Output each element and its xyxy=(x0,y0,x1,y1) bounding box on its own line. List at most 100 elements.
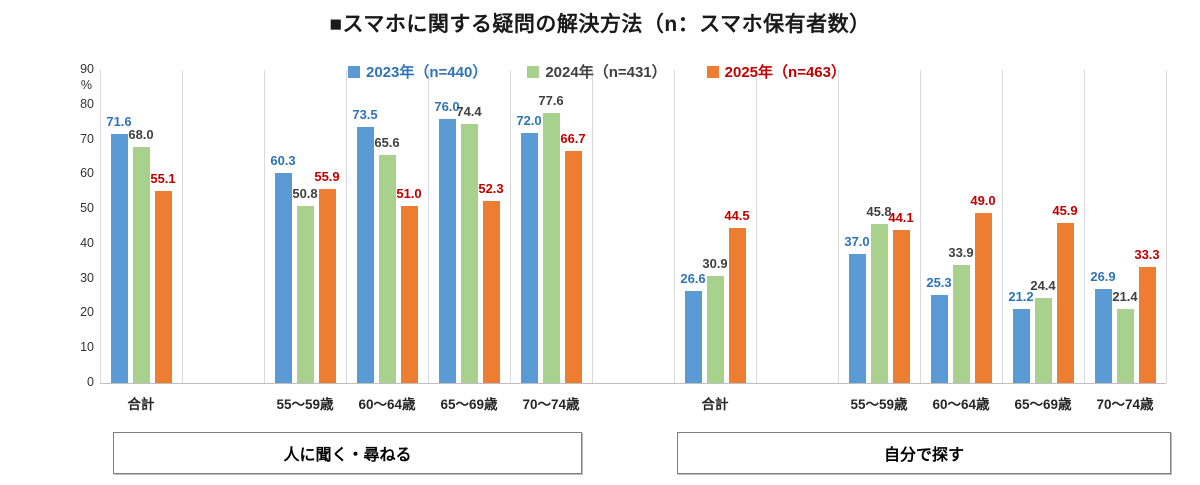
legend-item: 2024年（n=431） xyxy=(527,61,667,82)
y-tick-label: 40 xyxy=(80,236,94,250)
bar-2024年-合計 xyxy=(706,275,724,383)
legend-label: 2024年（n=431） xyxy=(545,64,667,81)
bar-value-label: 21.4 xyxy=(1112,288,1138,304)
bar-2023年-60〜64歳 xyxy=(930,295,948,383)
category-separator-line xyxy=(182,70,183,383)
bar-2025年-65〜69歳 xyxy=(482,201,500,383)
bar-value-label: 26.9 xyxy=(1090,269,1116,285)
bar-2025年-60〜64歳 xyxy=(974,212,992,383)
category-separator-line xyxy=(1166,70,1167,383)
x-tick-label: 70〜74歳 xyxy=(1096,397,1154,412)
y-tick-label: 30 xyxy=(80,271,94,285)
category-separator-line xyxy=(1084,70,1085,383)
category-separator-line xyxy=(920,70,921,383)
bar-2024年-55〜59歳 xyxy=(870,223,888,383)
legend: 2023年（n=440） 2024年（n=431） 2025年（n=463） xyxy=(348,61,846,82)
bar-value-label: 66.7 xyxy=(560,131,586,146)
bar-2024年-55〜59歳 xyxy=(296,206,314,383)
group-box-ask-people: 人に聞く・尋ねる xyxy=(113,432,582,474)
category-separator-line xyxy=(838,70,839,383)
bar-value-label: 72.0 xyxy=(516,112,542,128)
category-separator-line xyxy=(264,70,265,383)
bar-2023年-55〜59歳 xyxy=(848,254,866,383)
bar-2023年-55〜59歳 xyxy=(274,173,292,383)
category-separator-line xyxy=(428,70,429,383)
x-tick-label: 60〜64歳 xyxy=(358,397,416,412)
bar-2025年-合計 xyxy=(728,228,746,383)
category-separator-line xyxy=(756,70,757,383)
y-tick-label: 90 xyxy=(80,62,94,76)
bar-value-label: 37.0 xyxy=(844,234,870,250)
legend-item: 2023年（n=440） xyxy=(348,61,487,82)
bar-value-label: 77.6 xyxy=(538,93,564,109)
bar-2023年-70〜74歳 xyxy=(520,132,538,383)
bar-2025年-55〜59歳 xyxy=(318,188,336,383)
bar-2024年-合計 xyxy=(132,146,150,383)
bar-2025年-合計 xyxy=(154,191,172,383)
y-tick-label: 0 xyxy=(87,375,94,389)
y-tick-label: 60 xyxy=(80,166,94,180)
bar-value-label: 25.3 xyxy=(926,275,952,290)
category-separator-line xyxy=(1002,70,1003,383)
x-tick-label: 55〜59歳 xyxy=(276,397,334,412)
bar-2024年-60〜64歳 xyxy=(952,265,970,383)
x-tick-label: 55〜59歳 xyxy=(850,397,908,412)
x-axis-line xyxy=(100,383,1166,384)
y-tick-label: 20 xyxy=(80,305,94,319)
bar-value-label: 60.3 xyxy=(270,153,296,169)
y-tick-label: 80 xyxy=(80,97,94,111)
bar-2023年-65〜69歳 xyxy=(1012,309,1030,383)
bar-value-label: 68.0 xyxy=(128,126,154,142)
y-tick-label: 70 xyxy=(80,132,94,146)
x-tick-label: 65〜69歳 xyxy=(1014,397,1072,412)
chart-title: ■スマホに関する疑問の解決方法（n：スマホ保有者数） xyxy=(329,13,871,36)
bar-value-label: 44.1 xyxy=(888,209,914,225)
y-tick-label: 50 xyxy=(80,201,94,215)
legend-swatch-icon xyxy=(527,65,540,78)
bar-2025年-55〜59歳 xyxy=(892,229,910,383)
bar-value-label: 49.0 xyxy=(970,192,996,208)
legend-swatch-icon xyxy=(348,65,360,78)
bar-value-label: 73.5 xyxy=(352,107,378,123)
group-box-search-yourself: 自分で探す xyxy=(677,432,1171,474)
bar-value-label: 50.8 xyxy=(292,186,318,202)
x-tick-label: 65〜69歳 xyxy=(440,397,498,412)
category-separator-line xyxy=(510,70,511,383)
category-separator-line xyxy=(674,70,675,383)
bar-value-label: 74.4 xyxy=(456,104,482,120)
bar-2025年-60〜64歳 xyxy=(400,205,418,383)
bar-value-label: 45.8 xyxy=(866,203,892,219)
bar-value-label: 45.9 xyxy=(1052,203,1078,219)
category-separator-line xyxy=(346,70,347,383)
y-tick-label: 10 xyxy=(80,340,94,354)
bar-value-label: 52.3 xyxy=(478,181,504,197)
bar-2024年-60〜64歳 xyxy=(378,154,396,383)
x-tick-label: 合計 xyxy=(701,397,729,412)
bar-2025年-70〜74歳 xyxy=(1138,267,1156,383)
bar-value-label: 51.0 xyxy=(396,185,422,201)
legend-item: 2025年（n=463） xyxy=(706,61,846,82)
bar-value-label: 44.5 xyxy=(724,208,750,224)
bar-value-label: 21.2 xyxy=(1008,289,1034,305)
bar-value-label: 24.4 xyxy=(1030,278,1056,294)
bar-2023年-合計 xyxy=(684,290,702,383)
bar-value-label: 71.6 xyxy=(106,114,132,129)
bar-value-label: 26.6 xyxy=(680,270,706,286)
legend-label: 2023年（n=440） xyxy=(366,64,488,81)
category-separator-line xyxy=(592,70,593,383)
group-box-label: 自分で探す xyxy=(883,447,964,464)
bar-2025年-65〜69歳 xyxy=(1056,223,1074,383)
bar-value-label: 33.3 xyxy=(1134,247,1160,263)
category-separator-line xyxy=(100,70,101,383)
bar-value-label: 33.9 xyxy=(948,245,974,261)
bar-2023年-65〜69歳 xyxy=(438,118,456,383)
y-axis-unit-label: % xyxy=(80,78,92,92)
bar-2024年-65〜69歳 xyxy=(1034,298,1052,383)
group-box-label: 人に聞く・尋ねる xyxy=(283,447,412,464)
bar-2023年-合計 xyxy=(110,134,128,383)
bar-value-label: 76.0 xyxy=(434,98,460,114)
bar-value-label: 55.9 xyxy=(314,168,340,184)
bar-value-label: 65.6 xyxy=(374,134,400,150)
